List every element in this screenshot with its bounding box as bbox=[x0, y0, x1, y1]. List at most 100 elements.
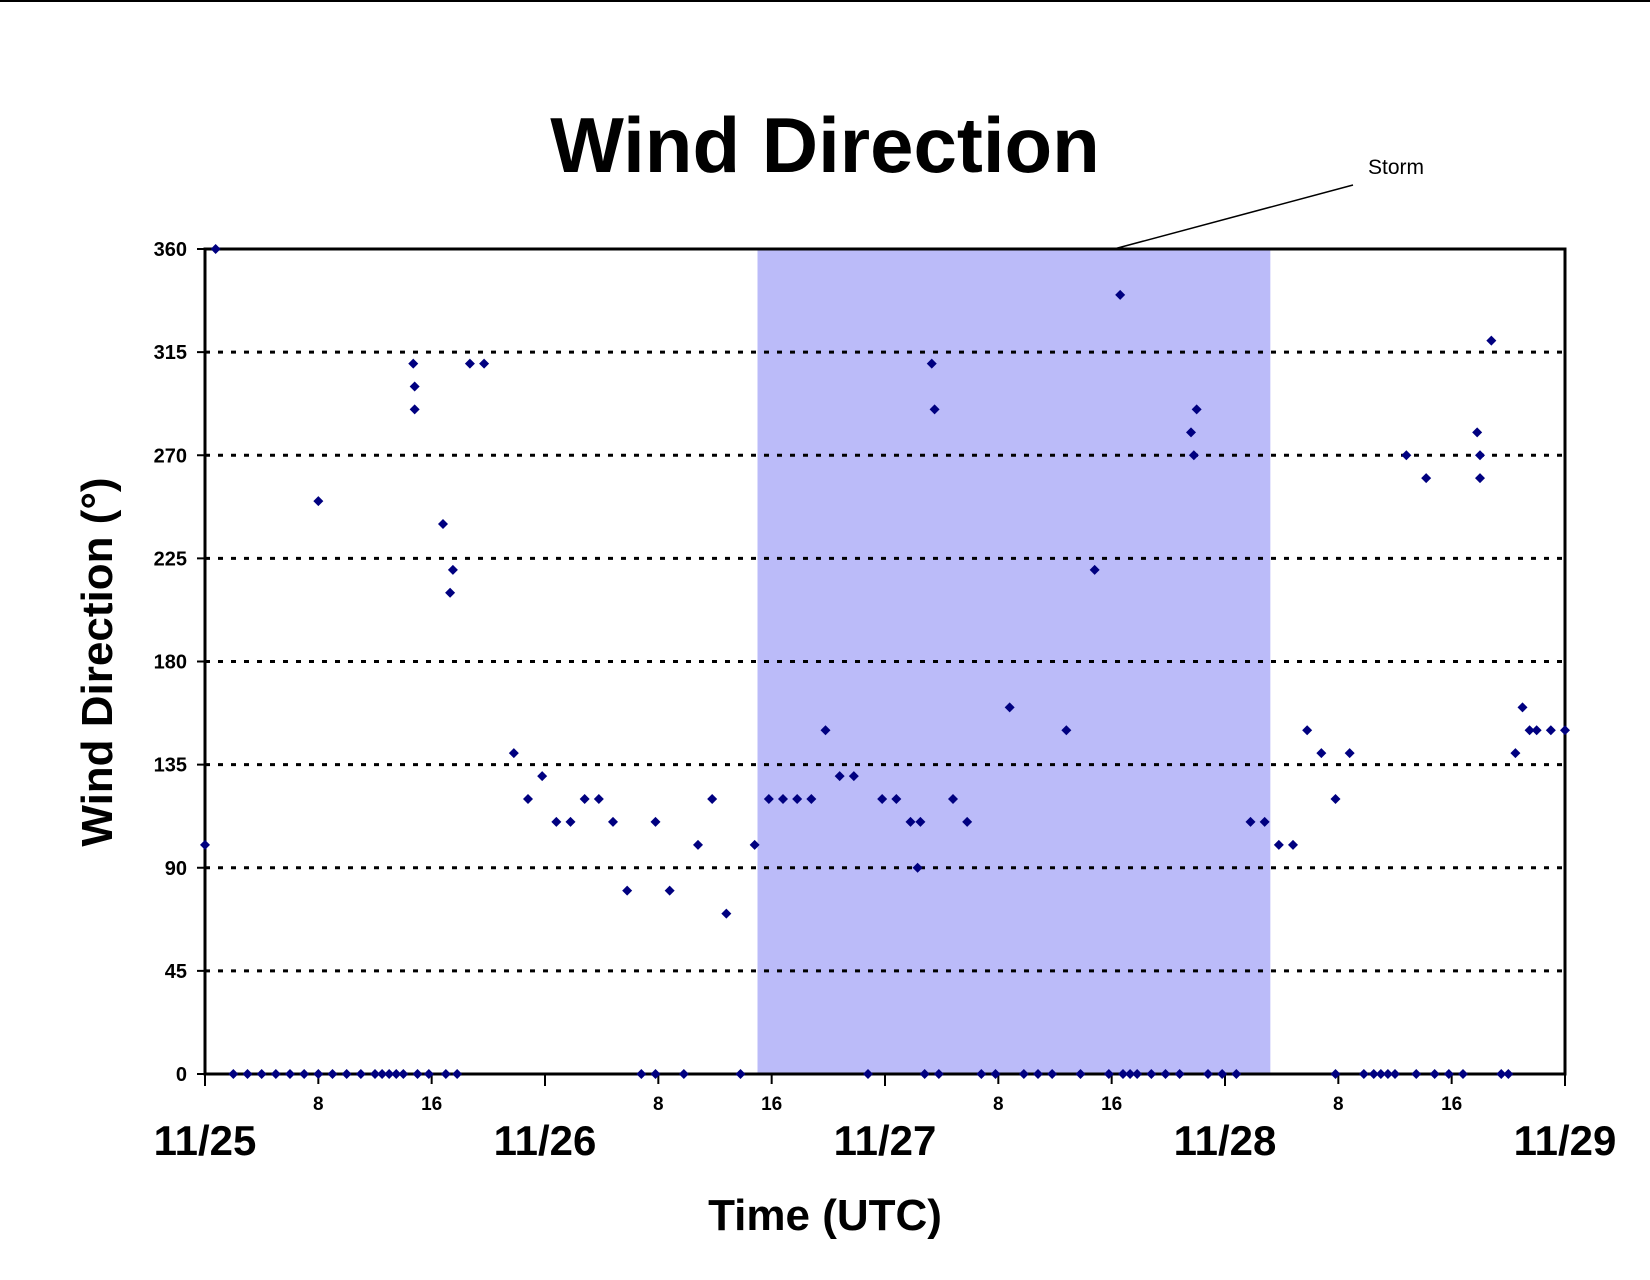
data-point bbox=[1075, 1069, 1086, 1079]
data-point bbox=[242, 1069, 253, 1079]
data-point bbox=[1510, 748, 1521, 759]
x-minor-tick-label: 8 bbox=[993, 1094, 1004, 1115]
data-point bbox=[664, 885, 675, 896]
x-minor-tick-label: 8 bbox=[313, 1094, 324, 1115]
x-tick-label: 11/26 bbox=[494, 1117, 597, 1164]
data-point bbox=[355, 1069, 366, 1079]
data-point bbox=[1259, 816, 1270, 827]
data-point bbox=[1132, 1069, 1143, 1079]
data-point bbox=[299, 1069, 310, 1079]
data-point bbox=[341, 1069, 352, 1079]
data-point bbox=[1375, 1069, 1386, 1079]
data-point bbox=[1344, 748, 1355, 759]
data-point bbox=[1018, 1069, 1029, 1079]
data-point bbox=[452, 1069, 463, 1079]
data-point bbox=[1203, 1069, 1213, 1079]
y-tick-label: 360 bbox=[154, 239, 187, 261]
data-point bbox=[1125, 1069, 1136, 1079]
data-point bbox=[1245, 816, 1256, 827]
data-point bbox=[1382, 1069, 1393, 1079]
data-point bbox=[228, 1069, 239, 1079]
data-point bbox=[636, 1069, 647, 1079]
data-point bbox=[1390, 1069, 1400, 1079]
data-point bbox=[929, 404, 940, 415]
data-point bbox=[508, 748, 519, 759]
y-tick-label: 0 bbox=[176, 1064, 187, 1086]
x-tick-label: 11/25 bbox=[154, 1117, 257, 1164]
data-point bbox=[1524, 725, 1535, 736]
data-point bbox=[579, 794, 590, 804]
data-point bbox=[707, 794, 718, 804]
data-point bbox=[912, 862, 923, 873]
data-point bbox=[447, 564, 458, 575]
data-point bbox=[479, 358, 490, 369]
data-point bbox=[1401, 450, 1412, 461]
data-point bbox=[1472, 427, 1483, 438]
data-point bbox=[891, 794, 902, 804]
data-point bbox=[1191, 404, 1202, 415]
data-point bbox=[1118, 1069, 1128, 1079]
data-point bbox=[1531, 725, 1542, 736]
data-point bbox=[1475, 450, 1485, 461]
data-point bbox=[622, 885, 633, 896]
x-minor-tick-label: 16 bbox=[1441, 1094, 1462, 1115]
data-point bbox=[412, 1069, 423, 1079]
data-point bbox=[1231, 1069, 1242, 1079]
data-point bbox=[1186, 427, 1196, 438]
data-point bbox=[1302, 725, 1313, 736]
storm-callout bbox=[1113, 184, 1354, 250]
data-point bbox=[464, 358, 475, 369]
data-point bbox=[565, 816, 576, 827]
data-point bbox=[1517, 702, 1528, 713]
storm-label: Storm bbox=[1368, 156, 1424, 179]
data-point bbox=[1033, 1069, 1043, 1079]
data-point bbox=[1358, 1069, 1369, 1079]
data-point bbox=[327, 1069, 338, 1079]
data-point bbox=[313, 496, 324, 507]
x-tick-label: 11/29 bbox=[1514, 1117, 1617, 1164]
data-point bbox=[408, 358, 419, 369]
data-point bbox=[1061, 725, 1072, 736]
data-point bbox=[391, 1069, 402, 1079]
plot-frame bbox=[203, 247, 1567, 1076]
y-tick-label: 90 bbox=[165, 858, 187, 880]
data-point bbox=[409, 404, 420, 415]
data-point bbox=[820, 725, 831, 736]
y-tick-label: 225 bbox=[154, 548, 187, 570]
data-point bbox=[990, 1069, 1001, 1079]
chart-title: Wind Direction bbox=[550, 101, 1100, 189]
data-point bbox=[1047, 1069, 1058, 1079]
data-point bbox=[1496, 1069, 1507, 1079]
data-point bbox=[1288, 839, 1298, 850]
data-point bbox=[551, 816, 562, 827]
data-point bbox=[445, 587, 456, 598]
data-point bbox=[1475, 473, 1485, 484]
y-tick-label: 315 bbox=[154, 342, 187, 364]
x-tick-label: 11/28 bbox=[1174, 1117, 1277, 1164]
data-point bbox=[962, 816, 973, 827]
data-point bbox=[650, 816, 661, 827]
data-point bbox=[1411, 1069, 1422, 1079]
x-tick-label: 11/27 bbox=[834, 1117, 937, 1164]
data-point bbox=[877, 794, 888, 804]
data-point bbox=[678, 1069, 689, 1079]
data-point bbox=[863, 1069, 873, 1079]
data-point bbox=[1004, 702, 1015, 713]
data-point bbox=[1560, 725, 1570, 736]
data-point bbox=[948, 794, 958, 804]
data-point bbox=[806, 794, 817, 804]
data-point bbox=[926, 358, 937, 369]
data-point bbox=[285, 1069, 295, 1079]
data-point bbox=[313, 1069, 324, 1079]
data-point bbox=[1486, 335, 1497, 346]
data-point bbox=[792, 794, 803, 804]
data-point bbox=[1089, 564, 1100, 575]
data-point bbox=[384, 1069, 395, 1079]
data-point bbox=[905, 816, 916, 827]
data-point bbox=[1273, 839, 1284, 850]
data-point bbox=[1316, 748, 1327, 759]
x-minor-tick-label: 16 bbox=[421, 1094, 442, 1115]
y-tick-label: 270 bbox=[154, 445, 187, 467]
data-point bbox=[398, 1069, 409, 1079]
data-point bbox=[834, 771, 845, 782]
